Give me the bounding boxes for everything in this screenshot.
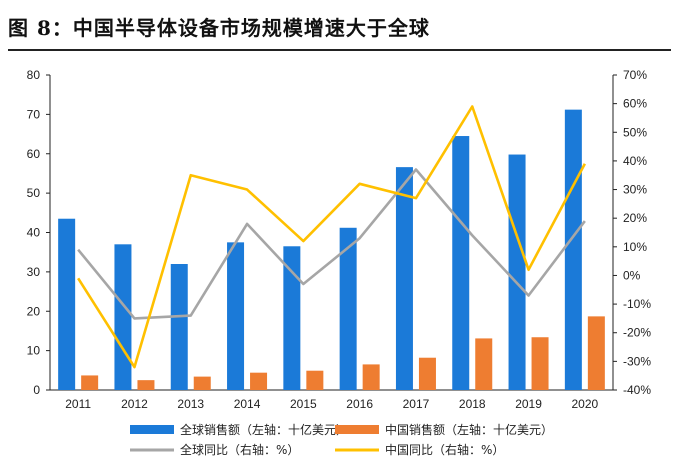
right-tick-label: 70% — [623, 68, 647, 82]
right-tick-label: 10% — [623, 240, 647, 254]
title-underline — [8, 49, 671, 51]
left-tick-label: 60 — [27, 147, 41, 161]
china-sales-bar — [306, 370, 324, 390]
chart-legend: 全球销售额（左轴：十亿美元） 中国销售额（左轴：十亿美元） 全球同比（右轴：%） 中国… — [130, 422, 553, 457]
legend-china-sales-label: 中国销售额（左轴：十亿美元） — [385, 422, 553, 437]
x-tick-label: 2020 — [571, 397, 598, 411]
china-sales-bar — [193, 376, 211, 390]
global-sales-bar — [452, 136, 470, 390]
china-sales-bar — [587, 316, 605, 390]
global-sales-bar — [170, 264, 188, 390]
left-tick-label: 0 — [33, 383, 40, 397]
legend-china-yoy-label: 中国同比（右轴：%） — [385, 442, 504, 457]
legend-china-sales-swatch — [335, 425, 379, 434]
semiconductor-equipment-chart: 0 10 20 30 40 50 60 70 80 -40% -30% -20% -10% 0% 10% 2… — [27, 68, 652, 457]
x-tick-label: 2012 — [121, 397, 148, 411]
figure-header: 图 8：中国半导体设备市场规模增速大于全球 — [0, 0, 679, 52]
china-sales-bar — [250, 372, 268, 390]
right-tick-label: -30% — [623, 354, 651, 368]
figure-title: 图 8：中国半导体设备市场规模增速大于全球 — [8, 16, 430, 40]
right-tick-label: 20% — [623, 211, 647, 225]
global-sales-bar — [227, 242, 245, 390]
global-sales-bar — [58, 218, 76, 390]
left-y-axis: 0 10 20 30 40 50 60 70 80 — [27, 68, 51, 397]
china-sales-bar — [531, 337, 549, 390]
right-tick-label: 40% — [623, 154, 647, 168]
right-tick-label: -10% — [623, 297, 651, 311]
right-tick-label: -20% — [623, 326, 651, 340]
global-yoy-line — [77, 168, 586, 320]
x-tick-label: 2013 — [177, 397, 204, 411]
china-sales-bar — [475, 338, 493, 390]
right-tick-label: 50% — [623, 125, 647, 139]
left-tick-label: 20 — [27, 304, 41, 318]
china-sales-bar — [418, 357, 436, 390]
x-tick-label: 2011 — [65, 397, 91, 411]
left-tick-label: 70 — [27, 107, 41, 121]
x-axis: 2011 2012 2013 2014 2015 2016 2017 2018 2019 2020 — [50, 389, 613, 411]
line-series-group — [77, 105, 586, 369]
right-y-axis: -40% -30% -20% -10% 0% 10% 20% 30% 40% 50% 60% 70% — [612, 68, 651, 397]
x-tick-label: 2014 — [234, 397, 261, 411]
china-sales-bar — [81, 375, 99, 390]
right-tick-label: 0% — [623, 268, 641, 282]
x-tick-label: 2015 — [290, 397, 317, 411]
global-sales-bar — [114, 244, 132, 390]
china-yoy-line — [77, 105, 586, 369]
left-tick-label: 80 — [27, 68, 41, 82]
china-sales-bar — [362, 364, 380, 390]
legend-global-sales-swatch — [130, 425, 174, 434]
china-sales-bar — [137, 380, 155, 390]
x-tick-label: 2018 — [459, 397, 486, 411]
x-tick-label: 2017 — [403, 397, 430, 411]
global-sales-bar — [395, 167, 413, 390]
left-tick-label: 50 — [27, 186, 41, 200]
x-tick-label: 2019 — [515, 397, 542, 411]
legend-global-sales-label: 全球销售额（左轴：十亿美元） — [180, 422, 348, 437]
left-tick-label: 10 — [27, 344, 41, 358]
right-tick-label: 30% — [623, 183, 647, 197]
global-sales-bar — [564, 109, 582, 391]
legend-global-yoy-label: 全球同比（右轴：%） — [180, 442, 299, 457]
global-sales-bar — [283, 246, 301, 390]
global-sales-bar — [339, 227, 357, 390]
right-tick-label: 60% — [623, 97, 647, 111]
x-tick-label: 2016 — [346, 397, 373, 411]
left-tick-label: 40 — [27, 226, 41, 240]
right-tick-label: -40% — [623, 383, 651, 397]
left-tick-label: 30 — [27, 265, 41, 279]
global-sales-bar — [508, 154, 526, 390]
